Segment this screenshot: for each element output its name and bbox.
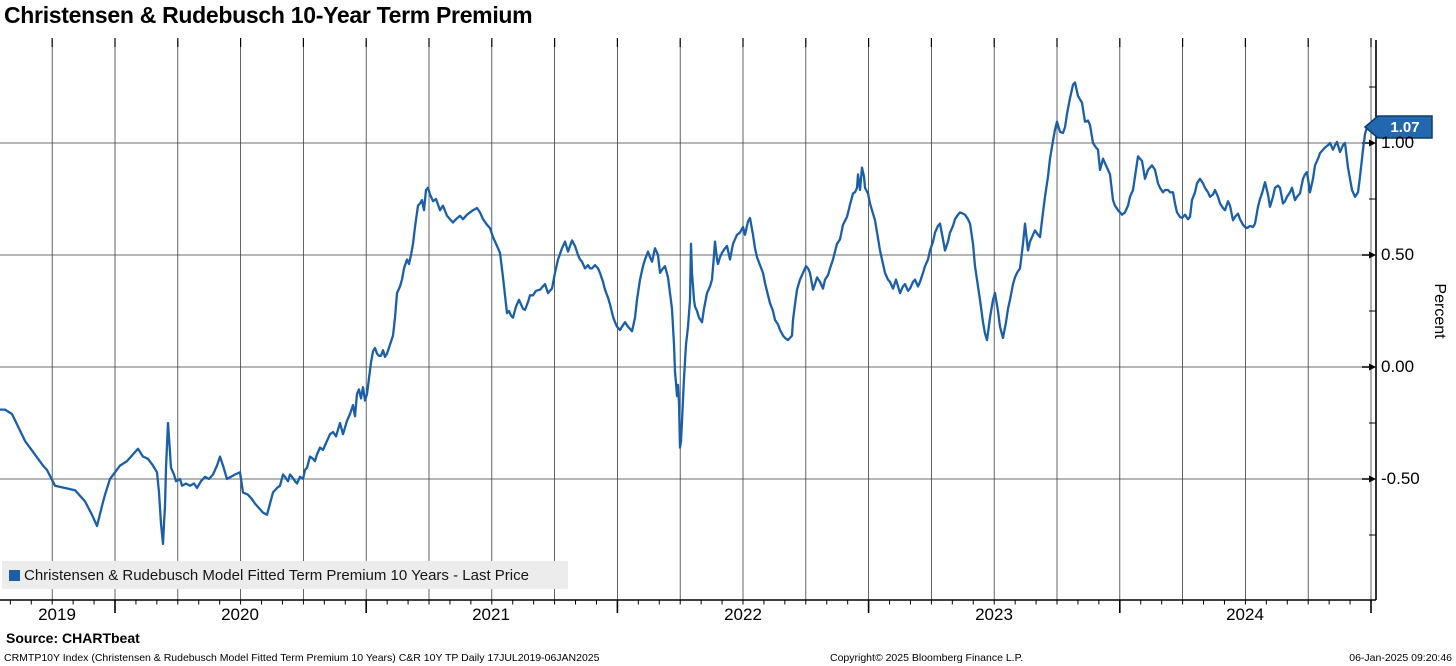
data-line (0, 81, 1369, 546)
legend-swatch-icon (9, 569, 20, 581)
y-tick-arrow (1369, 363, 1376, 371)
x-year-label: 2019 (38, 605, 76, 624)
footer-meta: CRMTP10Y Index (Christensen & Rudebusch … (4, 652, 600, 664)
y-tick-arrow (1369, 475, 1376, 483)
source-note: Source: CHARTbeat (6, 630, 140, 646)
legend-label: Christensen & Rudebusch Model Fitted Ter… (24, 566, 529, 584)
footer-datetime: 06-Jan-2025 09:20:46 (1349, 652, 1452, 664)
page-title: Christensen & Rudebusch 10-Year Term Pre… (4, 2, 533, 28)
footer-copyright: Copyright© 2025 Bloomberg Finance L.P. (830, 652, 1024, 664)
last-price-badge: 1.07 (1363, 115, 1433, 140)
y-tick-arrow (1369, 251, 1376, 259)
x-year-label: 2022 (724, 605, 762, 624)
y-tick-label: 0.00 (1381, 357, 1415, 376)
x-year-label: 2020 (221, 605, 259, 624)
last-price-value: 1.07 (1390, 119, 1419, 136)
y-tick-label: 1.00 (1381, 133, 1415, 152)
y-axis-title: Percent (1431, 283, 1448, 339)
badge-shape (1363, 115, 1433, 140)
x-year-label: 2021 (472, 605, 510, 624)
y-tick-label: 0.50 (1381, 245, 1415, 264)
y-tick-label: -0.50 (1381, 469, 1420, 488)
x-year-label: 2023 (975, 605, 1013, 624)
y-tick-arrow (1369, 139, 1376, 147)
x-year-label: 2024 (1226, 605, 1264, 624)
legend-item[interactable]: Christensen & Rudebusch Model Fitted Ter… (2, 561, 568, 589)
